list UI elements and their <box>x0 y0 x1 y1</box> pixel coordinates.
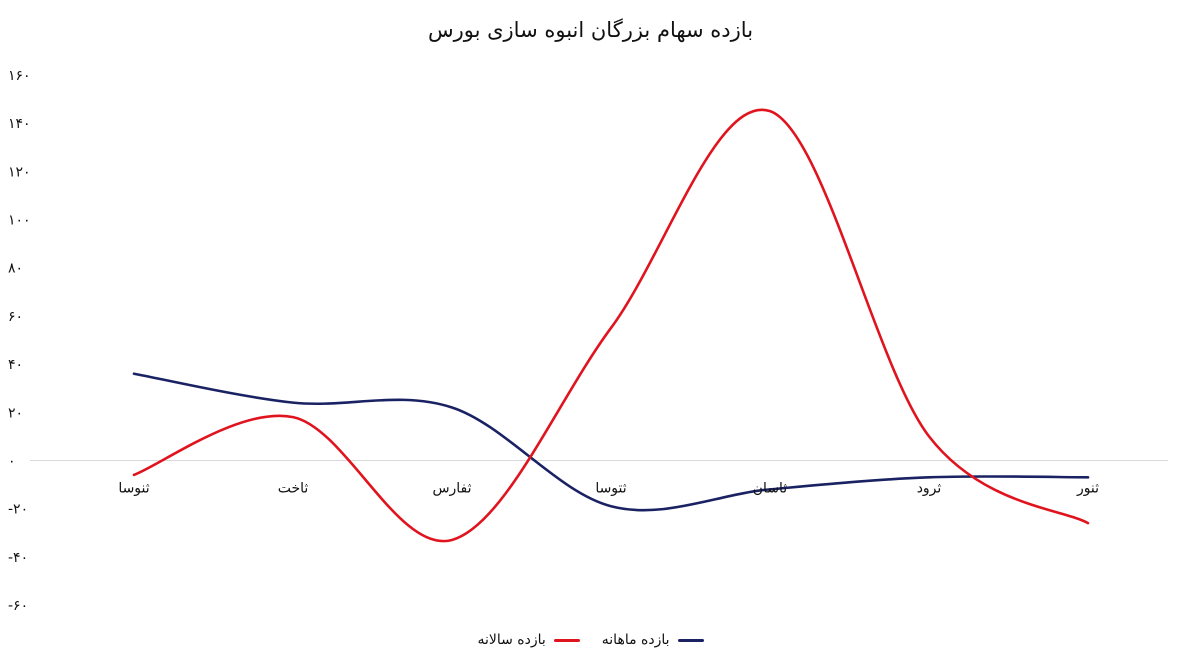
chart-title: بازده سهام بزرگان انبوه سازی بورس <box>427 18 754 42</box>
y-tick-label: ۸۰ <box>8 261 23 277</box>
x-tick-label: ثنور <box>1076 480 1099 496</box>
y-tick-label: ۶۰ <box>8 309 23 325</box>
legend-item-annual: بازده سالانه <box>477 632 580 648</box>
x-tick-label: ثنوسا <box>118 480 149 496</box>
y-tick-label: -۴۰ <box>8 550 28 566</box>
y-tick-label: -۶۰ <box>8 598 28 614</box>
legend-item-monthly: بازده ماهانه <box>602 632 704 648</box>
x-tick-label: ثاخت <box>278 480 309 496</box>
legend-swatch-monthly <box>677 638 704 642</box>
x-axis: ثنوسا ثاخت ثفارس ثتوسا ثاسان ثرود ثنور <box>118 480 1099 496</box>
y-tick-label: ۱۴۰ <box>8 116 31 132</box>
series-line-annual <box>132 108 1090 543</box>
y-tick-label: ۱۰۰ <box>8 213 31 229</box>
legend: بازده سالانه بازده ماهانه <box>0 632 1181 648</box>
x-tick-label: ثاسان <box>753 480 788 496</box>
y-tick-label: ۰ <box>8 453 16 469</box>
legend-swatch-annual <box>553 638 580 642</box>
y-tick-label: ۴۰ <box>8 357 23 373</box>
series-line-monthly <box>132 372 1090 512</box>
y-tick-label: ۱۶۰ <box>8 68 31 84</box>
legend-label-monthly: بازده ماهانه <box>601 632 670 648</box>
y-tick-label: -۲۰ <box>8 502 28 518</box>
x-tick-label: ثفارس <box>432 480 471 496</box>
y-axis: ۱۶۰ ۱۴۰ ۱۲۰ ۱۰۰ ۸۰ ۶۰ ۴۰ ۲۰ ۰ -۲۰ -۴۰ -۶۰ <box>8 68 31 614</box>
legend-label-annual: بازده سالانه <box>477 632 546 648</box>
x-tick-label: ثرود <box>917 480 942 496</box>
x-tick-label: ثتوسا <box>595 480 626 496</box>
y-tick-label: ۲۰ <box>8 405 23 421</box>
series-layer <box>132 108 1090 543</box>
plot-area: ۱۶۰ ۱۴۰ ۱۲۰ ۱۰۰ ۸۰ ۶۰ ۴۰ ۲۰ ۰ -۲۰ -۴۰ -۶۰ ثنوسا ثاخت… <box>8 68 1168 614</box>
y-tick-label: ۱۲۰ <box>8 164 31 180</box>
